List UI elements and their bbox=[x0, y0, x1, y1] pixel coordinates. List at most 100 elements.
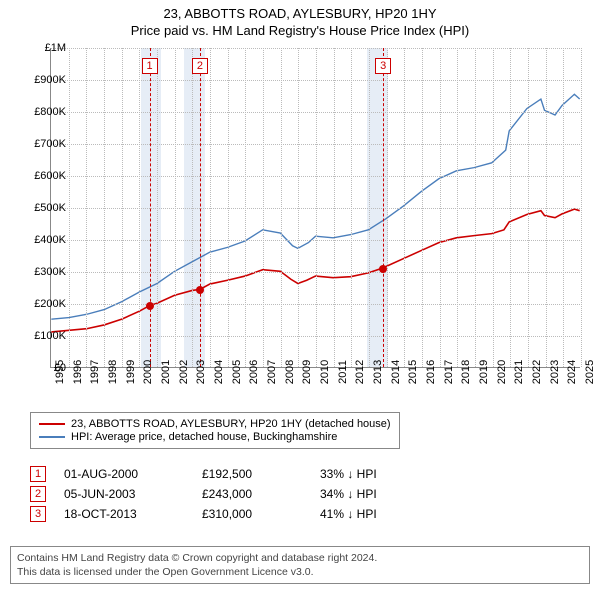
x-axis-label: 2004 bbox=[213, 360, 225, 384]
x-axis-label: 2002 bbox=[178, 360, 190, 384]
x-axis-label: 2000 bbox=[142, 360, 154, 384]
event-date: 18-OCT-2013 bbox=[64, 507, 184, 521]
x-axis-label: 2006 bbox=[248, 360, 260, 384]
gridline-vertical bbox=[440, 48, 441, 367]
event-dashed-line bbox=[150, 48, 151, 367]
gridline-vertical bbox=[387, 48, 388, 367]
event-price: £243,000 bbox=[202, 487, 302, 501]
event-price: £310,000 bbox=[202, 507, 302, 521]
event-number-box: 3 bbox=[30, 506, 46, 522]
gridline-vertical bbox=[316, 48, 317, 367]
gridline-vertical bbox=[157, 48, 158, 367]
y-axis-label: £100K bbox=[22, 330, 66, 342]
gridline-vertical bbox=[122, 48, 123, 367]
legend-row: HPI: Average price, detached house, Buck… bbox=[39, 431, 391, 443]
gridline-vertical bbox=[281, 48, 282, 367]
event-dashed-line bbox=[383, 48, 384, 367]
gridline-vertical bbox=[475, 48, 476, 367]
x-axis-label: 2014 bbox=[390, 360, 402, 384]
gridline-vertical bbox=[104, 48, 105, 367]
x-axis-label: 2022 bbox=[531, 360, 543, 384]
event-number-box: 1 bbox=[30, 466, 46, 482]
x-axis-label: 2024 bbox=[566, 360, 578, 384]
y-axis-label: £500K bbox=[22, 202, 66, 214]
gridline-vertical bbox=[69, 48, 70, 367]
x-axis-label: 2025 bbox=[584, 360, 596, 384]
event-pct: 41% ↓ HPI bbox=[320, 507, 440, 521]
gridline-vertical bbox=[210, 48, 211, 367]
gridline-vertical bbox=[263, 48, 264, 367]
x-axis-label: 2023 bbox=[549, 360, 561, 384]
x-axis-label: 2008 bbox=[284, 360, 296, 384]
y-axis-label: £300K bbox=[22, 266, 66, 278]
y-axis-label: £800K bbox=[22, 106, 66, 118]
gridline-vertical bbox=[493, 48, 494, 367]
title-block: 23, ABBOTTS ROAD, AYLESBURY, HP20 1HY Pr… bbox=[0, 0, 600, 40]
gridline-vertical bbox=[228, 48, 229, 367]
gridline-vertical bbox=[139, 48, 140, 367]
event-number-marker: 3 bbox=[375, 58, 391, 74]
legend-label: 23, ABBOTTS ROAD, AYLESBURY, HP20 1HY (d… bbox=[71, 418, 391, 430]
gridline-vertical bbox=[175, 48, 176, 367]
y-axis-label: £600K bbox=[22, 170, 66, 182]
event-date: 05-JUN-2003 bbox=[64, 487, 184, 501]
y-axis-label: £700K bbox=[22, 138, 66, 150]
y-axis-label: £400K bbox=[22, 234, 66, 246]
x-axis-label: 2001 bbox=[160, 360, 172, 384]
footer-line1: Contains HM Land Registry data © Crown c… bbox=[17, 551, 583, 565]
title-subtitle: Price paid vs. HM Land Registry's House … bbox=[0, 23, 600, 38]
gridline-vertical bbox=[334, 48, 335, 367]
gridline-vertical bbox=[581, 48, 582, 367]
gridline-vertical bbox=[351, 48, 352, 367]
title-address: 23, ABBOTTS ROAD, AYLESBURY, HP20 1HY bbox=[0, 6, 600, 21]
x-axis-label: 2018 bbox=[460, 360, 472, 384]
y-axis-label: £200K bbox=[22, 298, 66, 310]
gridline-vertical bbox=[528, 48, 529, 367]
legend-box: 23, ABBOTTS ROAD, AYLESBURY, HP20 1HY (d… bbox=[30, 412, 400, 449]
event-price: £192,500 bbox=[202, 467, 302, 481]
event-dashed-line bbox=[200, 48, 201, 367]
gridline-vertical bbox=[404, 48, 405, 367]
event-point-marker bbox=[196, 286, 204, 294]
gridline-vertical bbox=[369, 48, 370, 367]
x-axis-label: 2021 bbox=[513, 360, 525, 384]
event-pct: 33% ↓ HPI bbox=[320, 467, 440, 481]
x-axis-label: 1999 bbox=[125, 360, 137, 384]
gridline-vertical bbox=[510, 48, 511, 367]
gridline-vertical bbox=[86, 48, 87, 367]
gridline-vertical bbox=[563, 48, 564, 367]
x-axis-label: 2003 bbox=[195, 360, 207, 384]
event-point-marker bbox=[379, 265, 387, 273]
chart-plot-area: 123 bbox=[50, 48, 580, 368]
x-axis-label: 2011 bbox=[337, 360, 349, 384]
event-date: 01-AUG-2000 bbox=[64, 467, 184, 481]
x-axis-label: 2019 bbox=[478, 360, 490, 384]
footer-attribution: Contains HM Land Registry data © Crown c… bbox=[10, 546, 590, 584]
chart-container: 23, ABBOTTS ROAD, AYLESBURY, HP20 1HY Pr… bbox=[0, 0, 600, 590]
y-axis-label: £1M bbox=[22, 42, 66, 54]
gridline-vertical bbox=[192, 48, 193, 367]
x-axis-label: 2016 bbox=[425, 360, 437, 384]
events-table: 1 01-AUG-2000 £192,500 33% ↓ HPI 2 05-JU… bbox=[30, 462, 440, 526]
x-axis-label: 2005 bbox=[231, 360, 243, 384]
legend-label: HPI: Average price, detached house, Buck… bbox=[71, 431, 337, 443]
x-axis-label: 1995 bbox=[54, 360, 66, 384]
event-number-box: 2 bbox=[30, 486, 46, 502]
gridline-vertical bbox=[245, 48, 246, 367]
x-axis-label: 2015 bbox=[407, 360, 419, 384]
x-axis-label: 1998 bbox=[107, 360, 119, 384]
gridline-vertical bbox=[298, 48, 299, 367]
gridline-vertical bbox=[546, 48, 547, 367]
legend-swatch bbox=[39, 423, 65, 425]
x-axis-label: 2013 bbox=[372, 360, 384, 384]
event-point-marker bbox=[146, 302, 154, 310]
y-axis-label: £900K bbox=[22, 74, 66, 86]
x-axis-label: 2010 bbox=[319, 360, 331, 384]
legend-swatch bbox=[39, 436, 65, 438]
x-axis-label: 1997 bbox=[89, 360, 101, 384]
event-row: 3 18-OCT-2013 £310,000 41% ↓ HPI bbox=[30, 506, 440, 522]
x-axis-label: 2020 bbox=[496, 360, 508, 384]
x-axis-label: 2007 bbox=[266, 360, 278, 384]
footer-line2: This data is licensed under the Open Gov… bbox=[17, 565, 583, 579]
event-pct: 34% ↓ HPI bbox=[320, 487, 440, 501]
